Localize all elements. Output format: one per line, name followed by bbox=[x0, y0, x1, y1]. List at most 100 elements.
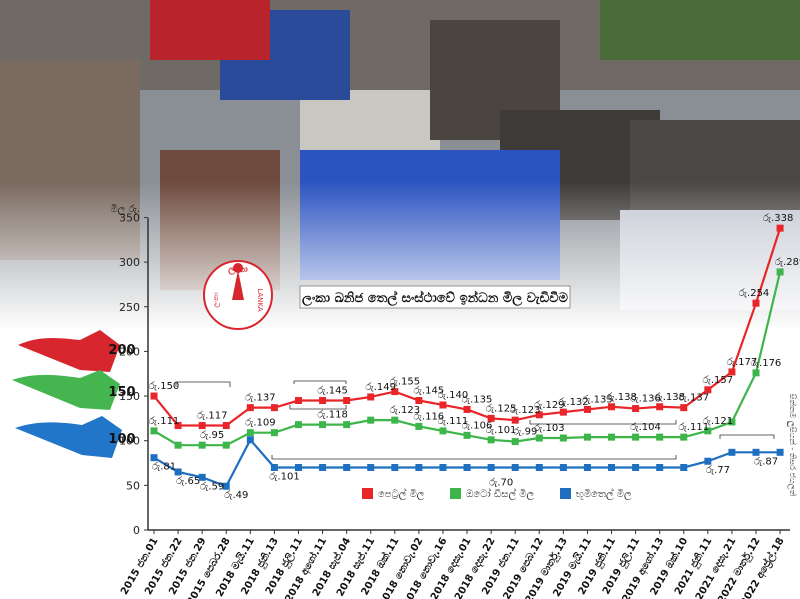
legend-label: ඔටෝ ඩීසල් මිල bbox=[466, 487, 534, 500]
data-label-diesel: රු.101 bbox=[486, 424, 517, 436]
series-point-2 bbox=[704, 457, 712, 465]
legend-swatch bbox=[362, 488, 373, 499]
series-point-0 bbox=[439, 401, 447, 409]
price-badge: 150 bbox=[108, 385, 135, 400]
series-point-1 bbox=[776, 268, 784, 276]
price-badge: 200 bbox=[108, 343, 135, 358]
data-label-petrol: රු.338 bbox=[763, 212, 794, 224]
fuel-nozzle-icons bbox=[12, 330, 122, 458]
data-label-petrol: රු.157 bbox=[703, 374, 734, 386]
data-label-petrol: රු.137 bbox=[678, 392, 709, 404]
series-point-1 bbox=[391, 416, 399, 424]
data-label-petrol: රු.140 bbox=[438, 389, 469, 401]
y-tick-label: 300 bbox=[119, 256, 140, 269]
data-label-diesel: රු.176 bbox=[751, 357, 782, 369]
series-point-0 bbox=[270, 404, 278, 412]
lanka-logo: ලංකා ලංකා LANKA bbox=[203, 260, 273, 330]
y-tick-label: 100 bbox=[119, 435, 140, 448]
series-point-0 bbox=[559, 408, 567, 416]
data-label-diesel: රු.118 bbox=[317, 409, 348, 421]
data-label-diesel: රු.99 bbox=[513, 426, 537, 438]
series-point-0 bbox=[198, 422, 206, 430]
y-tick-label: 350 bbox=[119, 211, 140, 224]
data-label-diesel: රු.104 bbox=[630, 421, 661, 433]
side-credit: සිත්තම ලුසියන් - තිසර ජයලත් bbox=[787, 393, 798, 496]
series-point-0 bbox=[150, 392, 158, 400]
series-point-1 bbox=[270, 429, 278, 437]
data-label-petrol: රු.145 bbox=[317, 385, 348, 397]
series-point-0 bbox=[174, 422, 182, 430]
data-label-petrol: රු.138 bbox=[606, 391, 637, 403]
data-label-petrol: රු.125 bbox=[486, 402, 517, 414]
data-label-petrol: රු.123 bbox=[510, 404, 541, 416]
series-point-2 bbox=[150, 454, 158, 462]
series-point-2 bbox=[174, 468, 182, 476]
series-layer bbox=[150, 224, 784, 490]
series-point-2 bbox=[439, 463, 447, 471]
legend-swatch bbox=[560, 488, 571, 499]
series-point-0 bbox=[487, 414, 495, 422]
series-point-1 bbox=[535, 434, 543, 442]
series-point-1 bbox=[246, 429, 254, 437]
series-line-2 bbox=[153, 437, 781, 488]
data-label-diesel: රු.106 bbox=[462, 419, 493, 431]
series-point-0 bbox=[343, 397, 351, 405]
series-point-2 bbox=[487, 463, 495, 471]
series-point-0 bbox=[415, 397, 423, 405]
series-point-2 bbox=[198, 473, 206, 481]
data-label-petrol: රු.145 bbox=[414, 385, 445, 397]
series-point-1 bbox=[439, 427, 447, 435]
data-label-kerosene: රු.70 bbox=[489, 476, 513, 488]
data-label-petrol: රු.137 bbox=[245, 392, 276, 404]
series-point-0 bbox=[367, 393, 375, 401]
series-point-1 bbox=[319, 421, 327, 429]
series-point-0 bbox=[632, 405, 640, 413]
data-label-diesel: රු.109 bbox=[245, 417, 276, 429]
series-point-0 bbox=[583, 405, 591, 413]
data-label-kerosene: රු.59 bbox=[200, 480, 224, 492]
series-point-0 bbox=[511, 416, 519, 424]
series-point-0 bbox=[391, 388, 399, 396]
series-point-2 bbox=[246, 436, 254, 444]
background-photo bbox=[0, 0, 800, 330]
y-tick-label: 50 bbox=[126, 479, 140, 492]
series-point-2 bbox=[270, 463, 278, 471]
chart-title: ලංකා ඛනිජ තෙල් සංස්ථාවේ ඉන්ධන මිල වැඩිවී… bbox=[302, 289, 569, 307]
series-point-1 bbox=[752, 369, 760, 377]
data-label-kerosene: රු.81 bbox=[152, 461, 176, 473]
series-point-2 bbox=[535, 463, 543, 471]
data-label-petrol: රු.135 bbox=[462, 393, 493, 405]
series-point-2 bbox=[752, 448, 760, 456]
series-point-0 bbox=[463, 405, 471, 413]
legend-label: භූමිතෙල් මිල bbox=[576, 487, 632, 500]
series-point-2 bbox=[294, 463, 302, 471]
series-point-1 bbox=[174, 441, 182, 449]
series-point-0 bbox=[535, 411, 543, 419]
data-label-kerosene: රු.65 bbox=[176, 475, 200, 487]
series-point-1 bbox=[704, 427, 712, 435]
y-ticks: 0 50 100 150 200 250 300 350 bbox=[119, 211, 148, 537]
data-label-petrol: රු.177 bbox=[727, 356, 758, 368]
series-point-1 bbox=[608, 433, 616, 441]
data-label-diesel: රු.95 bbox=[200, 429, 224, 441]
series-point-0 bbox=[246, 404, 254, 412]
data-label-petrol: රු.155 bbox=[389, 376, 420, 388]
data-label-kerosene: රු.101 bbox=[269, 470, 300, 482]
series-point-1 bbox=[728, 418, 736, 426]
data-label-petrol: රු.136 bbox=[630, 393, 661, 405]
series-point-0 bbox=[776, 224, 784, 232]
series-point-2 bbox=[222, 482, 230, 490]
series-point-2 bbox=[776, 448, 784, 456]
series-point-2 bbox=[463, 463, 471, 471]
series-point-1 bbox=[415, 422, 423, 430]
data-label-diesel: රු.289 bbox=[775, 256, 800, 268]
data-label-diesel: රු.116 bbox=[414, 410, 445, 422]
data-label-petrol: රු.132 bbox=[558, 396, 589, 408]
legend-label: පෙට්‍රල් මිල bbox=[378, 487, 425, 500]
chart-title-banner: ලංකා ඛනිජ තෙල් සංස්ථාවේ ඉන්ධන මිල වැඩිවී… bbox=[299, 285, 571, 309]
series-point-1 bbox=[150, 427, 158, 435]
series-point-2 bbox=[511, 463, 519, 471]
series-point-0 bbox=[680, 404, 688, 412]
series-point-2 bbox=[656, 463, 664, 471]
